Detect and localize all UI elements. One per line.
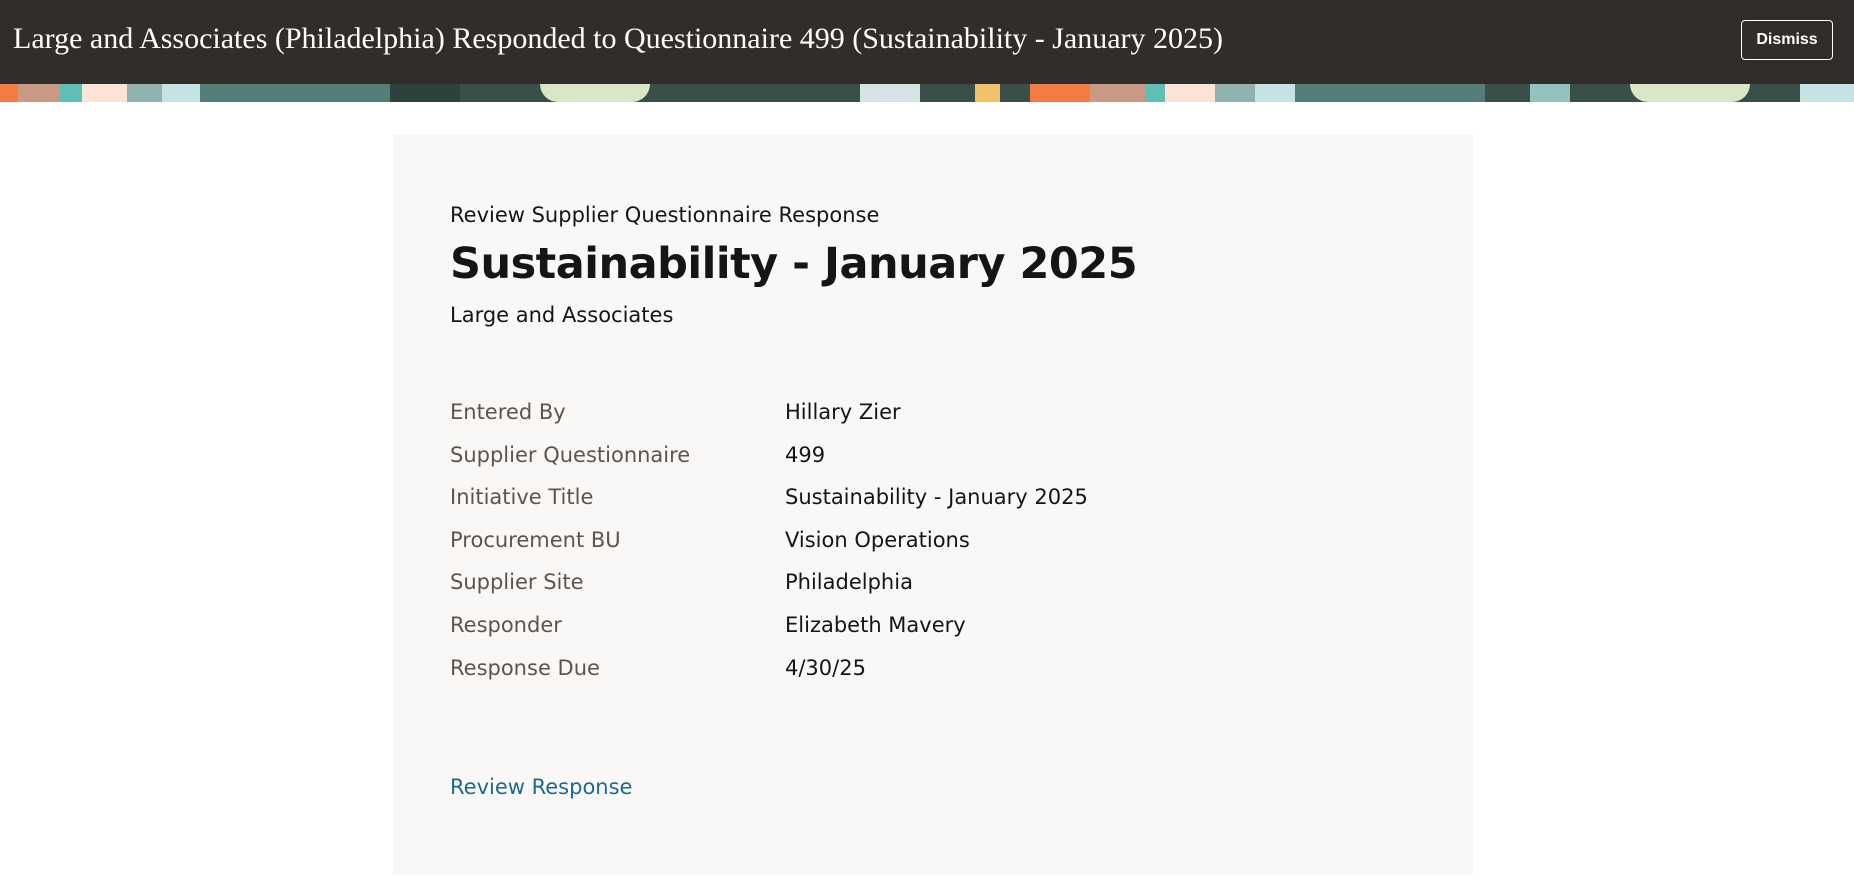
dismiss-button[interactable]: Dismiss [1741,20,1833,60]
detail-value: 4/30/25 [785,655,866,680]
detail-value: Hillary Zier [785,400,901,424]
supplier-name: Large and Associates [450,303,674,327]
detail-value: Philadelphia [785,570,913,595]
detail-label: Initiative Title [450,485,594,510]
card-eyebrow: Review Supplier Questionnaire Response [450,203,880,227]
detail-value: Elizabeth Mavery [785,612,966,637]
detail-row-procurement-bu: Procurement BU Vision Operations [450,528,1088,571]
decorative-banner [0,84,1854,102]
detail-value: Sustainability - January 2025 [785,485,1088,510]
notification-title: Large and Associates (Philadelphia) Resp… [13,22,1224,55]
detail-value: 499 [785,442,826,467]
page-title: Sustainability - January 2025 [450,239,1138,289]
detail-label: Supplier Site [450,570,584,595]
detail-row-entered-by: Entered By Hillary Zier [450,400,1088,443]
notification-header: Large and Associates (Philadelphia) Resp… [0,0,1854,84]
detail-row-questionnaire: Supplier Questionnaire 499 [450,443,1088,486]
detail-value: Vision Operations [785,527,970,552]
detail-label: Entered By [450,400,566,424]
detail-label: Supplier Questionnaire [450,442,691,467]
details-list: Entered By Hillary Zier Supplier Question… [450,400,1088,698]
detail-label: Responder [450,612,562,637]
detail-row-responder: Responder Elizabeth Mavery [450,613,1088,656]
detail-row-initiative-title: Initiative Title Sustainability - January… [450,485,1088,528]
review-response-link[interactable]: Review Response [450,775,633,799]
questionnaire-card: Review Supplier Questionnaire Response S… [393,135,1473,875]
detail-row-response-due: Response Due 4/30/25 [450,656,1088,699]
detail-row-supplier-site: Supplier Site Philadelphia [450,570,1088,613]
detail-label: Procurement BU [450,527,621,552]
detail-label: Response Due [450,655,600,680]
